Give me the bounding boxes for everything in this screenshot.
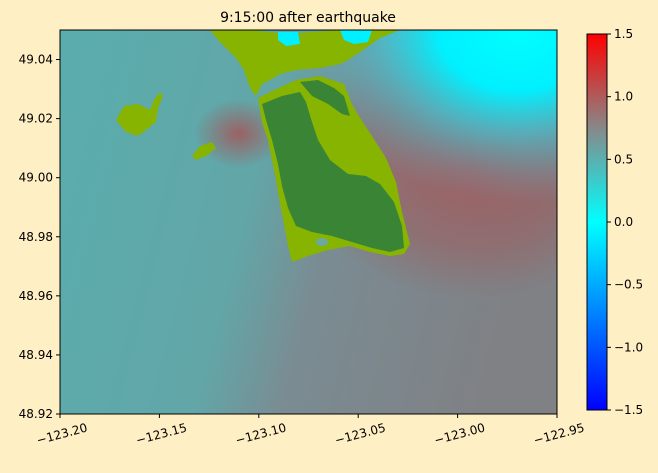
colorbar-tick-label: 0.0 xyxy=(614,215,633,229)
x-tick-label: −123.15 xyxy=(134,421,188,448)
y-tick-label: 49.04 xyxy=(19,53,53,67)
y-tick-label: 49.02 xyxy=(19,112,53,126)
y-tick-label: 48.96 xyxy=(19,289,53,303)
x-tick-label: −123.10 xyxy=(234,421,288,448)
y-tick-label: 48.98 xyxy=(19,230,53,244)
colorbar-tick-label: −1.5 xyxy=(614,403,643,417)
plot-frame xyxy=(59,29,558,415)
y-axis: 48.92 48.94 48.96 48.98 49.00 49.02 49.04 xyxy=(19,53,60,421)
chart-title: 9:15:00 after earthquake xyxy=(220,10,396,26)
colorbar-tick-label: 0.5 xyxy=(614,152,633,166)
x-tick-label: −123.00 xyxy=(433,421,487,448)
colorbar-axis: −1.5 −1.0 −0.5 0.0 0.5 1.0 1.5 xyxy=(607,27,643,417)
spit-land-tail xyxy=(192,142,216,160)
plot-area xyxy=(60,30,557,414)
sea-island xyxy=(278,32,300,46)
colorbar xyxy=(587,34,607,410)
park-lake xyxy=(316,238,328,246)
colorbar-tick-label: 1.5 xyxy=(614,27,633,41)
colorbar-tick-label: 1.0 xyxy=(614,90,633,104)
x-tick-label: −123.20 xyxy=(35,421,89,448)
colorbar-tick-label: −1.0 xyxy=(614,340,643,354)
northshore-land xyxy=(210,30,400,96)
y-tick-label: 48.94 xyxy=(19,348,53,362)
x-tick-label: −123.05 xyxy=(333,421,387,448)
colorbar-tick-label: −0.5 xyxy=(614,278,643,292)
peninsula-upland-north xyxy=(300,80,350,116)
x-axis: −123.20 −123.15 −123.10 −123.05 −123.00 −122.… xyxy=(35,414,586,447)
y-tick-label: 48.92 xyxy=(19,407,53,421)
peninsula-upland xyxy=(262,92,404,252)
spit-land xyxy=(116,92,163,136)
x-tick-label: −122.95 xyxy=(532,421,586,448)
sea-patch xyxy=(340,30,372,44)
y-tick-label: 49.00 xyxy=(19,171,53,185)
